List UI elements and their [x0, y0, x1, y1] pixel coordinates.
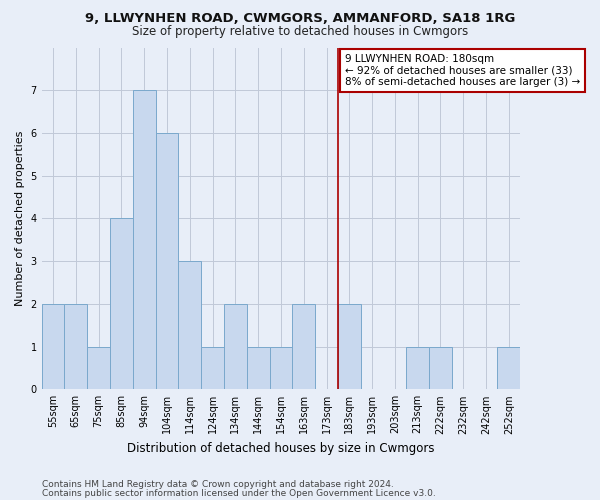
Text: Contains public sector information licensed under the Open Government Licence v3: Contains public sector information licen… [42, 488, 436, 498]
Bar [497, 346, 520, 390]
Text: 9 LLWYNHEN ROAD: 180sqm
← 92% of detached houses are smaller (33)
8% of semi-det: 9 LLWYNHEN ROAD: 180sqm ← 92% of detache… [345, 54, 580, 87]
Bar [41, 304, 64, 390]
Bar [201, 346, 224, 390]
Bar [64, 304, 87, 390]
Bar [155, 133, 178, 390]
Bar [406, 346, 429, 390]
Text: Contains HM Land Registry data © Crown copyright and database right 2024.: Contains HM Land Registry data © Crown c… [42, 480, 394, 489]
Bar [247, 346, 269, 390]
Bar [178, 261, 201, 390]
X-axis label: Distribution of detached houses by size in Cwmgors: Distribution of detached houses by size … [127, 442, 435, 455]
Bar [269, 346, 292, 390]
Text: 9, LLWYNHEN ROAD, CWMGORS, AMMANFORD, SA18 1RG: 9, LLWYNHEN ROAD, CWMGORS, AMMANFORD, SA… [85, 12, 515, 26]
Y-axis label: Number of detached properties: Number of detached properties [15, 130, 25, 306]
Bar [429, 346, 452, 390]
Bar [87, 346, 110, 390]
Bar [338, 304, 361, 390]
Text: Size of property relative to detached houses in Cwmgors: Size of property relative to detached ho… [132, 25, 468, 38]
Bar [224, 304, 247, 390]
Bar [292, 304, 315, 390]
Bar [133, 90, 155, 390]
Bar [110, 218, 133, 390]
